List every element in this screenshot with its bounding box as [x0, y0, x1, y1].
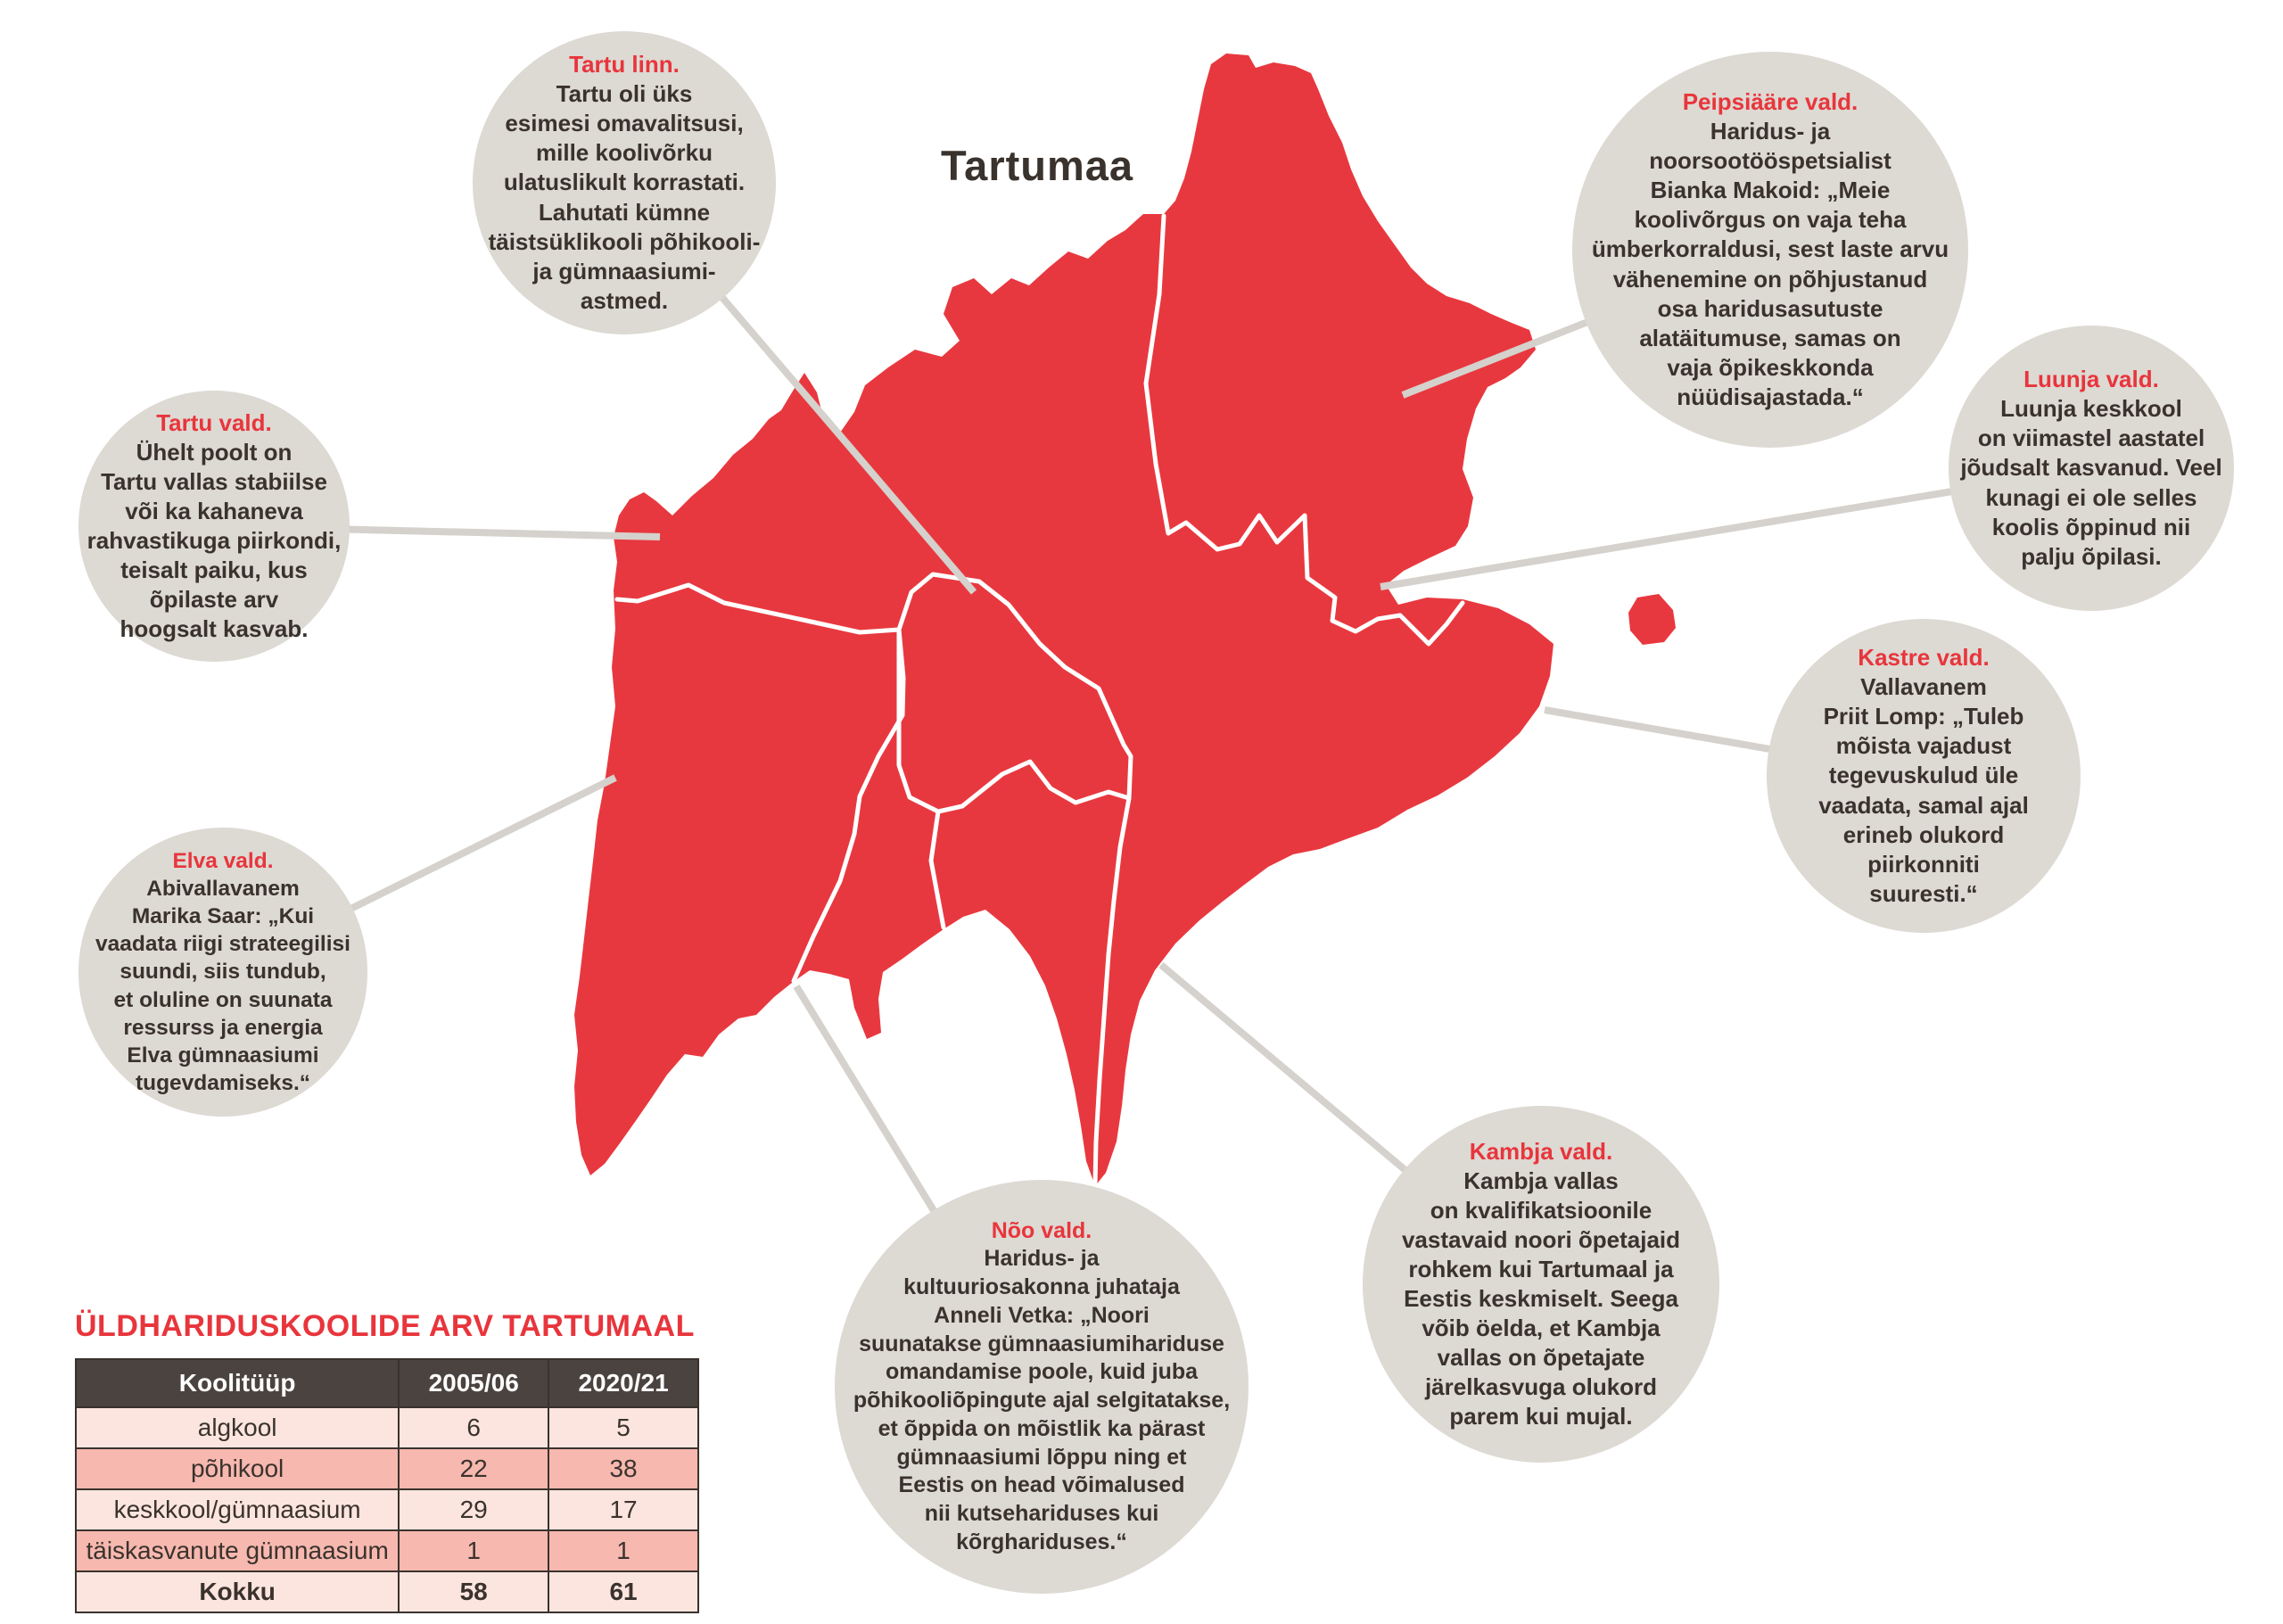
callout-noo-vald: Nõo vald. Haridus- ja kultuuriosakonna j… — [835, 1180, 1249, 1594]
table-row: algkool 6 5 — [74, 1406, 699, 1449]
municipal-borders — [614, 213, 1465, 1187]
table-row: põhikool 22 38 — [74, 1447, 699, 1490]
value-2005-06: 22 — [398, 1447, 550, 1490]
callout-kambja-vald: Kambja vald. Kambja vallas on kvalifikat… — [1363, 1106, 1719, 1463]
callout-tartu-vald: Tartu vald. Ühelt poolt on Tartu vallas … — [78, 391, 350, 662]
table-row: keskkool/gümnaasium 29 17 — [74, 1488, 699, 1531]
value-2005-06: 6 — [398, 1406, 550, 1449]
row-label: algkool — [74, 1406, 400, 1449]
map-title: Tartumaa — [940, 142, 1134, 189]
callout-title: Tartu vald. — [156, 408, 272, 436]
callout-peipsiaare-vald: Peipsiääre vald. Haridus- ja noorsootöös… — [1572, 52, 1968, 448]
border-tartu-elva — [614, 582, 902, 635]
table-row: täiskasvanute gümnaasium 1 1 — [74, 1529, 699, 1572]
table-total-row: Kokku 58 61 — [74, 1570, 699, 1613]
row-label: keskkool/gümnaasium — [74, 1488, 400, 1531]
value-2005-06: 1 — [398, 1529, 550, 1572]
value-2020-21: 38 — [548, 1447, 699, 1490]
border-noo-kambja — [928, 809, 946, 930]
callout-body: Haridus- ja noorsootööspetsialist Bianka… — [1591, 118, 1949, 410]
callout-title: Kastre vald. — [1858, 644, 1990, 672]
callout-title: Kambja vald. — [1469, 1137, 1613, 1165]
border-kambja-kastre — [1092, 796, 1132, 1187]
schools-table-title: ÜLDHARIDUSKOOLIDE ARV TARTUMAAL — [75, 1309, 695, 1343]
callout-body: Abivallavanem Marika Saar: „Kui vaadata … — [95, 877, 350, 1095]
callout-luunja-vald: Luunja vald. Luunja keskkool on viimaste… — [1949, 326, 2234, 611]
row-label: põhikool — [74, 1447, 400, 1490]
callout-body: Kambja vallas on kvalifikatsioonile vast… — [1401, 1166, 1681, 1430]
callout-body: Tartu oli üks esimesi omavalitsusi, mill… — [488, 80, 761, 314]
column-header-koolituup: Koolitüüp — [74, 1358, 400, 1408]
tartumaa-landmass — [574, 54, 1554, 1186]
row-label: täiskasvanute gümnaasium — [74, 1529, 400, 1572]
callout-title: Nõo vald. — [991, 1217, 1092, 1243]
column-header-2020-21: 2020/21 — [548, 1358, 699, 1408]
row-label: Kokku — [74, 1570, 400, 1613]
value-2005-06: 29 — [398, 1488, 550, 1531]
callout-title: Tartu linn. — [569, 51, 680, 78]
value-2005-06: 58 — [398, 1570, 550, 1613]
callout-title: Peipsiääre vald. — [1682, 88, 1859, 116]
callout-body: Luunja keskkool on viimastel aastatel jõ… — [1960, 395, 2222, 570]
schools-table-section: ÜLDHARIDUSKOOLIDE ARV TARTUMAAL Koolitüü… — [74, 1309, 699, 1613]
callout-body: Vallavanem Priit Lomp: „Tuleb mõista vaj… — [1818, 673, 2029, 907]
border-elva-noo — [791, 627, 906, 984]
piirissaar-island — [1628, 594, 1676, 645]
border-peipsiaare-west — [1143, 213, 1465, 647]
callout-title: Elva vald. — [172, 849, 274, 873]
value-2020-21: 5 — [548, 1406, 699, 1449]
callout-tartu-linn: Tartu linn. Tartu oli üks esimesi omaval… — [473, 31, 776, 334]
callout-body: Haridus- ja kultuuriosakonna juhataja An… — [853, 1246, 1231, 1554]
schools-table: Koolitüüp 2005/06 2020/21 algkool 6 5 põ… — [74, 1358, 699, 1613]
table-header-row: Koolitüüp 2005/06 2020/21 — [74, 1358, 699, 1408]
column-header-2005-06: 2005/06 — [398, 1358, 550, 1408]
callout-kastre-vald: Kastre vald. Vallavanem Priit Lomp: „Tul… — [1767, 619, 2081, 933]
callout-title: Luunja vald. — [2023, 366, 2159, 393]
value-2020-21: 1 — [548, 1529, 699, 1572]
value-2020-21: 61 — [548, 1570, 699, 1613]
value-2020-21: 17 — [548, 1488, 699, 1531]
callout-body: Ühelt poolt on Tartu vallas stabiilse võ… — [87, 438, 342, 643]
callout-elva-vald: Elva vald. Abivallavanem Marika Saar: „K… — [78, 828, 367, 1117]
